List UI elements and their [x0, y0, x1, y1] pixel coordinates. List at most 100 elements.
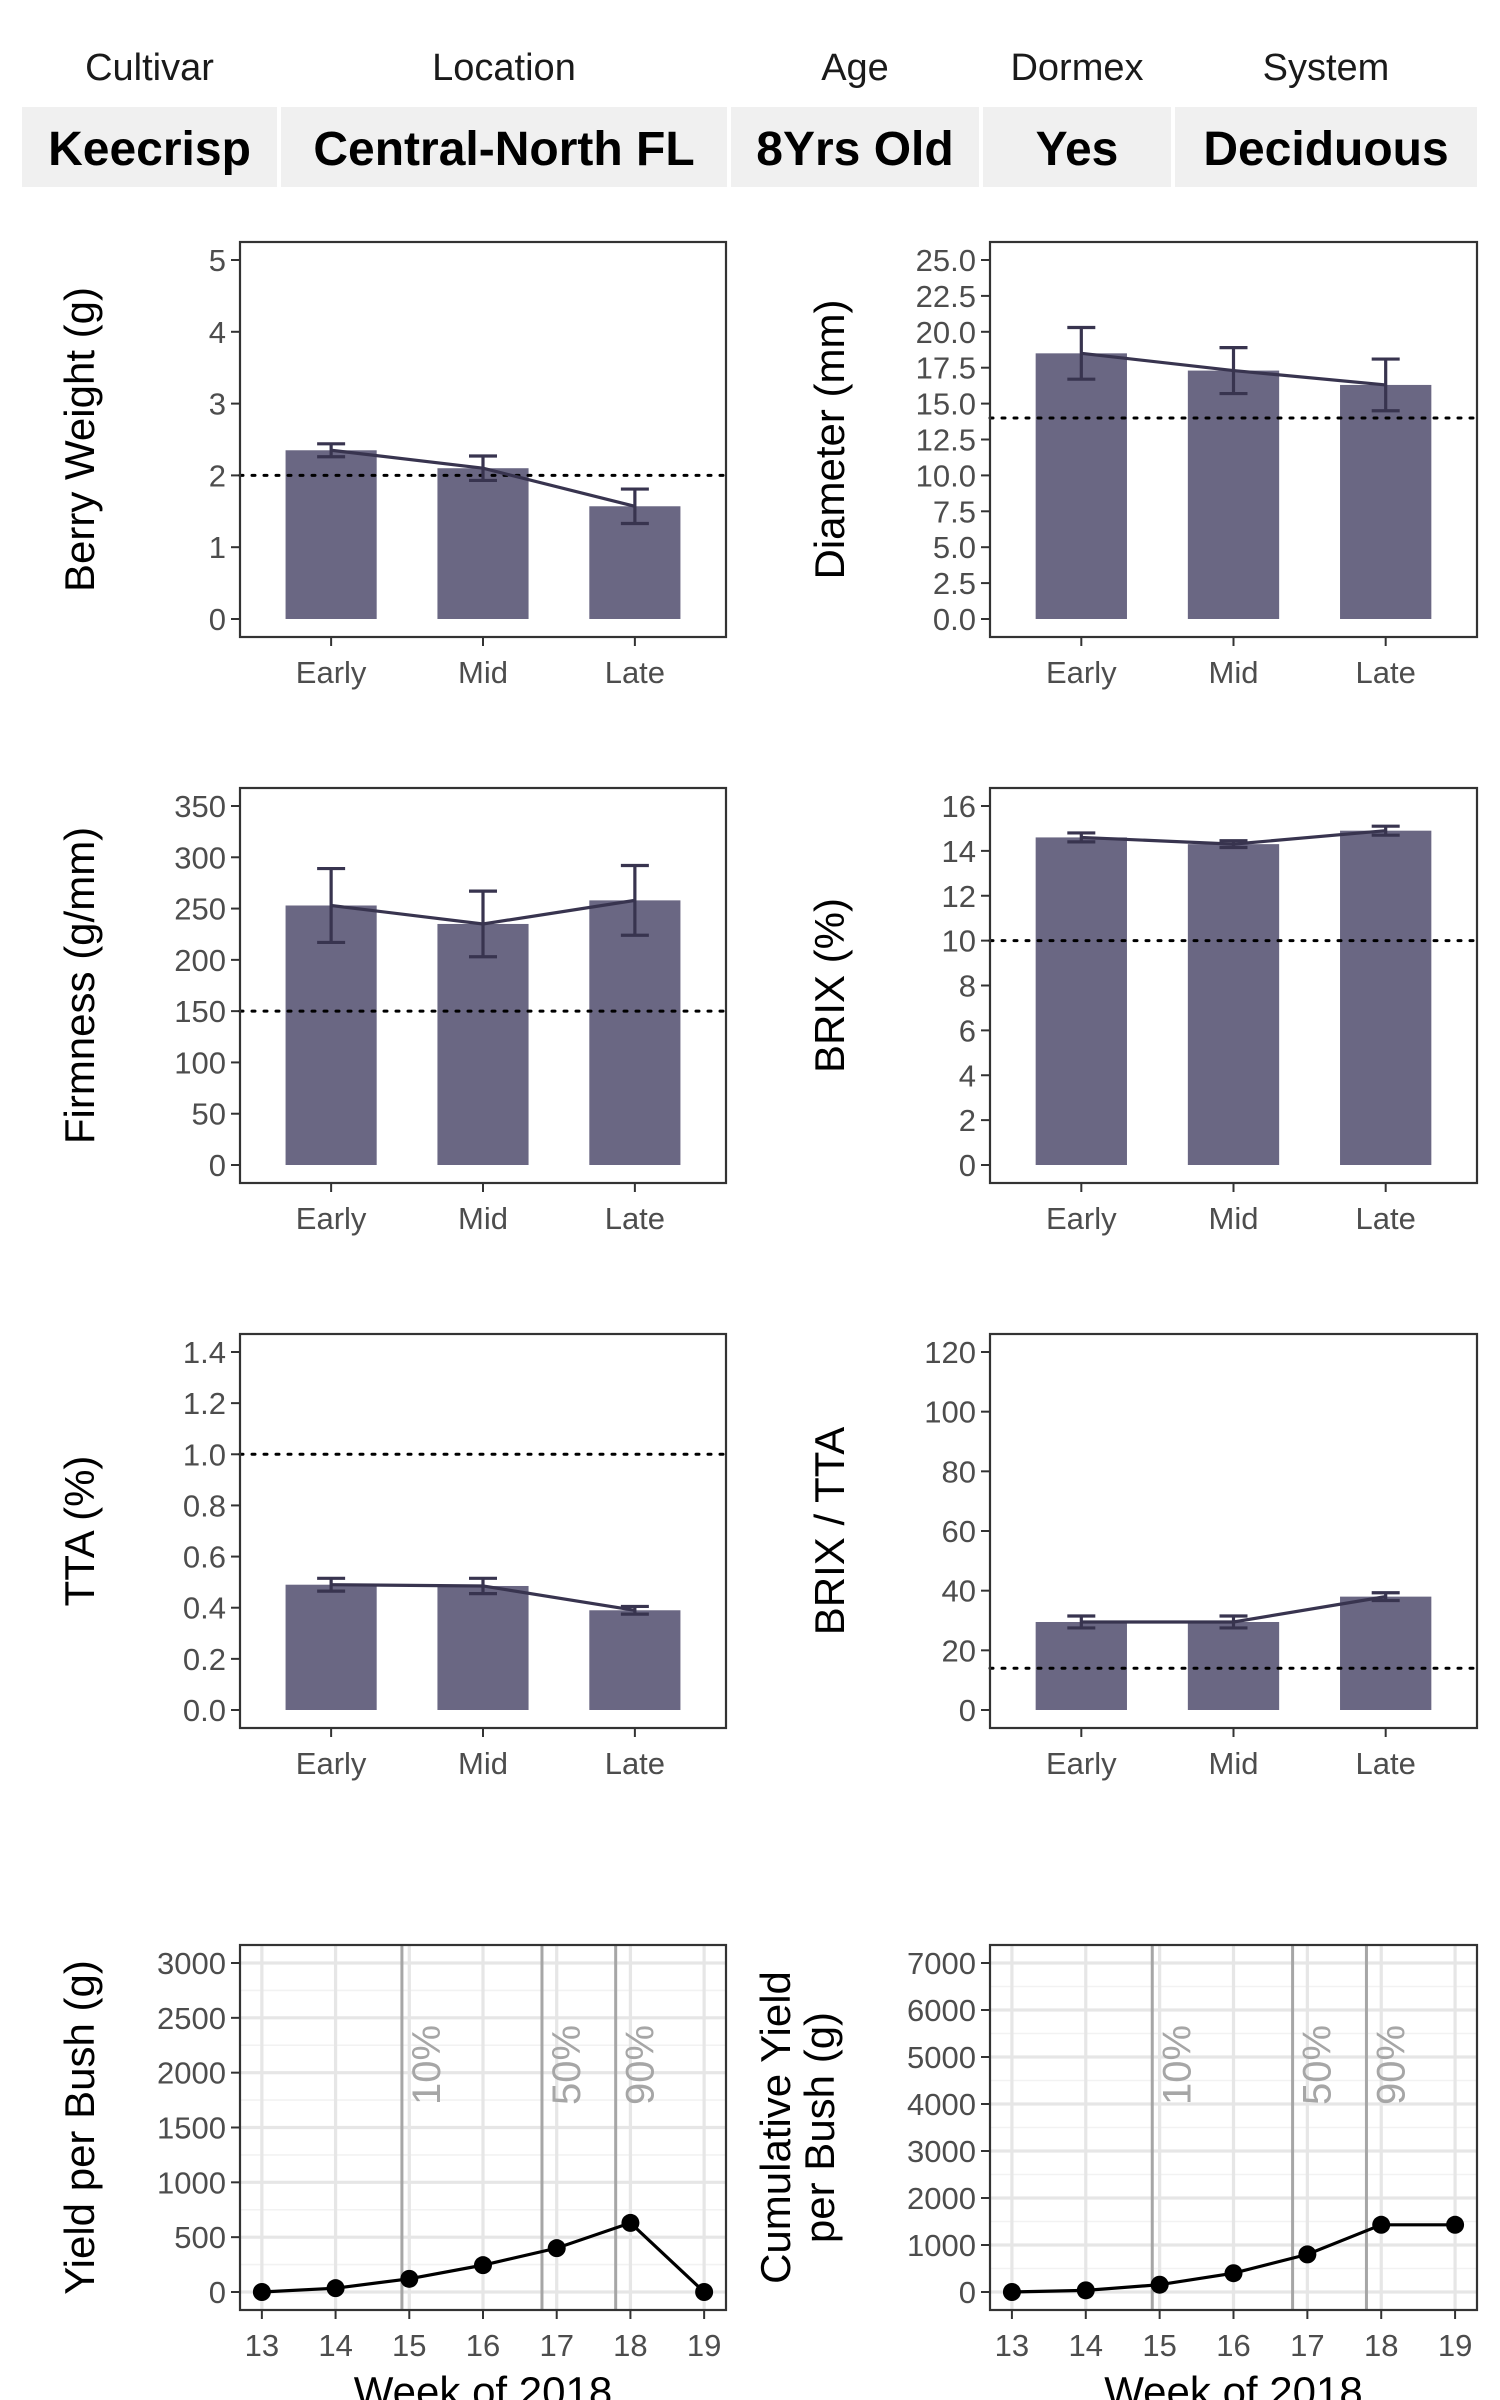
panel-border: [238, 1332, 728, 1730]
y-axis-title: BRIX (%): [806, 898, 853, 1073]
header-strip: Cultivar Keecrisp Location Central-North FL…: [22, 47, 1477, 187]
bar-mid: [1187, 370, 1280, 619]
x-tick-label: 16: [1216, 2328, 1250, 2363]
y-tick-label: 0.8: [183, 1488, 226, 1523]
x-tick-label-early: Early: [1046, 1201, 1117, 1236]
y-axis-title-line: per Bush (g): [796, 2012, 843, 2243]
y-tick-label: 22.5: [916, 279, 976, 314]
bar-early: [1035, 837, 1127, 1165]
x-tick-label: 13: [995, 2328, 1029, 2363]
x-tick-label: 17: [539, 2328, 573, 2363]
panel-tta: 0.0 0.2 0.4 0.6 0.8 1.0 1.2 1.4 TTA (%) Early Mid L…: [56, 1332, 728, 1781]
panel-border: [988, 786, 1479, 1185]
header-value-age: 8Yrs Old: [756, 123, 953, 176]
header-value-system: Deciduous: [1203, 123, 1448, 176]
x-tick-label: 19: [1438, 2328, 1472, 2363]
y-axis-title: Berry Weight (g): [56, 287, 103, 592]
header-box-location: [281, 107, 727, 187]
yield-point-week-15: [1150, 2275, 1169, 2294]
milestone-label: 10%: [1155, 2025, 1199, 2105]
header-label-system: System: [1263, 47, 1390, 89]
y-tick-label: 7.5: [933, 494, 976, 529]
x-tick-label: 13: [245, 2328, 279, 2363]
y-tick-label: 0: [209, 2275, 226, 2310]
panel-firmness: 0 50 100 150 200 250 300 350 Firmness (g/mm) Earl…: [56, 786, 728, 1236]
y-tick-label: 4: [959, 1058, 976, 1093]
yield-point-week-19: [1446, 2215, 1465, 2234]
y-tick-label: 8: [959, 969, 976, 1004]
y-tick-label: 6: [959, 1013, 976, 1048]
error-bar-early: [1067, 1614, 1096, 1630]
bar-late: [589, 900, 681, 1165]
y-tick-label: 0.2: [183, 1642, 226, 1677]
panel-diameter: 0.02.55.07.510.012.515.017.520.022.525.0…: [806, 240, 1479, 690]
y-tick-label: 2: [959, 1103, 976, 1138]
error-bar-mid: [1219, 839, 1248, 850]
y-tick-label: 20.0: [916, 315, 976, 350]
milestone-label: 50%: [545, 2025, 589, 2105]
header-box-dormex: [983, 107, 1171, 187]
panel-border: [238, 786, 728, 1185]
y-tick-label: 2500: [157, 2001, 226, 2036]
y-tick-label: 5: [209, 243, 226, 278]
bar-early: [285, 905, 377, 1165]
bar-early: [1035, 353, 1127, 619]
y-tick-label: 0: [209, 1148, 226, 1183]
header-box-age: [731, 107, 979, 187]
yield-point-week-15: [400, 2269, 419, 2288]
x-tick-label-early: Early: [296, 1201, 367, 1236]
x-tick-label-late: Late: [1356, 655, 1416, 690]
y-tick-label: 0: [209, 602, 226, 637]
header-value-location: Central-North FL: [313, 123, 694, 176]
yield-point-week-14: [326, 2279, 345, 2298]
header-label-dormex: Dormex: [1010, 47, 1143, 89]
panel-yield-per-bush: 0 500 1000 1500 2000 2500 3000 Yield per Bush (…: [56, 1943, 728, 2400]
x-axis-title: Week of 2018: [354, 2368, 612, 2400]
grid-yield-per-bush: [240, 1945, 726, 2310]
y-tick-label: 40: [942, 1574, 976, 1609]
y-tick-label: 0: [959, 2275, 976, 2310]
y-axis-title: Yield per Bush (g): [56, 1960, 103, 2295]
x-tick-label-mid: Mid: [1209, 655, 1259, 690]
error-bar-late: [620, 487, 649, 526]
x-tick-label: 14: [1069, 2328, 1103, 2363]
y-axis-title: TTA (%): [56, 1456, 103, 1607]
y-tick-label: 200: [174, 943, 226, 978]
error-bar-late: [620, 1604, 649, 1616]
bar-late: [1340, 830, 1432, 1165]
error-bar-mid: [469, 1576, 497, 1596]
y-tick-label: 1000: [157, 2165, 226, 2200]
y-tick-label: 1: [209, 530, 226, 565]
bar-late: [1340, 1596, 1432, 1710]
x-tick-label-late: Late: [605, 1746, 665, 1781]
yield-point-week-13: [252, 2283, 271, 2301]
milestone-label: 90%: [1369, 2025, 1413, 2105]
y-tick-label: 3000: [907, 2134, 976, 2169]
x-tick-label-late: Late: [605, 1201, 665, 1236]
x-tick-label-mid: Mid: [458, 1746, 508, 1781]
x-tick-label-late: Late: [1356, 1201, 1416, 1236]
error-bar-late: [1371, 824, 1400, 837]
error-bar-early: [1067, 325, 1096, 381]
bar-mid: [1187, 1621, 1280, 1710]
header-label-location: Location: [432, 47, 576, 89]
y-tick-label: 17.5: [916, 351, 976, 386]
y-tick-label: 14: [942, 834, 976, 869]
y-tick-label: 20: [942, 1633, 976, 1668]
y-tick-label: 80: [942, 1454, 976, 1489]
y-tick-label: 120: [924, 1335, 976, 1370]
y-axis-title: Cumulative Yieldper Bush (g): [752, 1971, 843, 2284]
y-tick-label: 300: [174, 840, 226, 875]
x-tick-label: 17: [1290, 2328, 1324, 2363]
x-tick-label: 18: [613, 2328, 647, 2363]
y-tick-label: 1.4: [183, 1335, 226, 1370]
x-tick-label-early: Early: [1046, 1746, 1117, 1781]
y-tick-label: 12.5: [916, 423, 976, 458]
header-box-system: [1175, 107, 1477, 187]
y-tick-label: 350: [174, 789, 226, 824]
error-bar-early: [317, 866, 346, 945]
x-tick-label: 14: [318, 2328, 352, 2363]
y-tick-label: 3000: [157, 1946, 226, 1981]
yield-point-week-17: [547, 2239, 566, 2258]
